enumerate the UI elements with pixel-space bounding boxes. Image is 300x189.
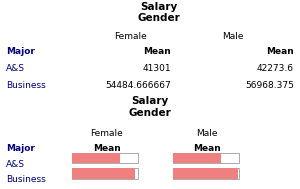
Text: Male: Male — [196, 129, 218, 138]
Text: 54484.666667: 54484.666667 — [105, 81, 171, 90]
Text: Mean: Mean — [193, 144, 221, 153]
Text: Major: Major — [6, 47, 35, 56]
Text: Mean: Mean — [93, 144, 120, 153]
Bar — [72, 168, 135, 179]
Text: Major: Major — [6, 144, 35, 153]
Text: Mean: Mean — [143, 47, 171, 56]
Bar — [72, 153, 120, 163]
Text: 56968.375: 56968.375 — [245, 81, 294, 90]
Text: A&S: A&S — [6, 160, 25, 169]
Bar — [72, 153, 138, 163]
Bar — [72, 168, 138, 179]
Text: Business: Business — [6, 81, 46, 90]
Text: Salary
Gender: Salary Gender — [138, 2, 180, 23]
Text: Mean: Mean — [266, 47, 294, 56]
Text: Female: Female — [114, 32, 147, 41]
Text: 41301: 41301 — [142, 64, 171, 73]
Text: Business: Business — [6, 175, 46, 184]
Bar — [172, 168, 239, 179]
Text: Female: Female — [90, 129, 123, 138]
Text: Male: Male — [222, 32, 244, 41]
Bar — [172, 153, 221, 163]
Text: Salary
Gender: Salary Gender — [129, 96, 171, 118]
Text: 42273.6: 42273.6 — [257, 64, 294, 73]
Text: A&S: A&S — [6, 64, 25, 73]
Bar — [172, 168, 239, 179]
Bar — [172, 153, 239, 163]
